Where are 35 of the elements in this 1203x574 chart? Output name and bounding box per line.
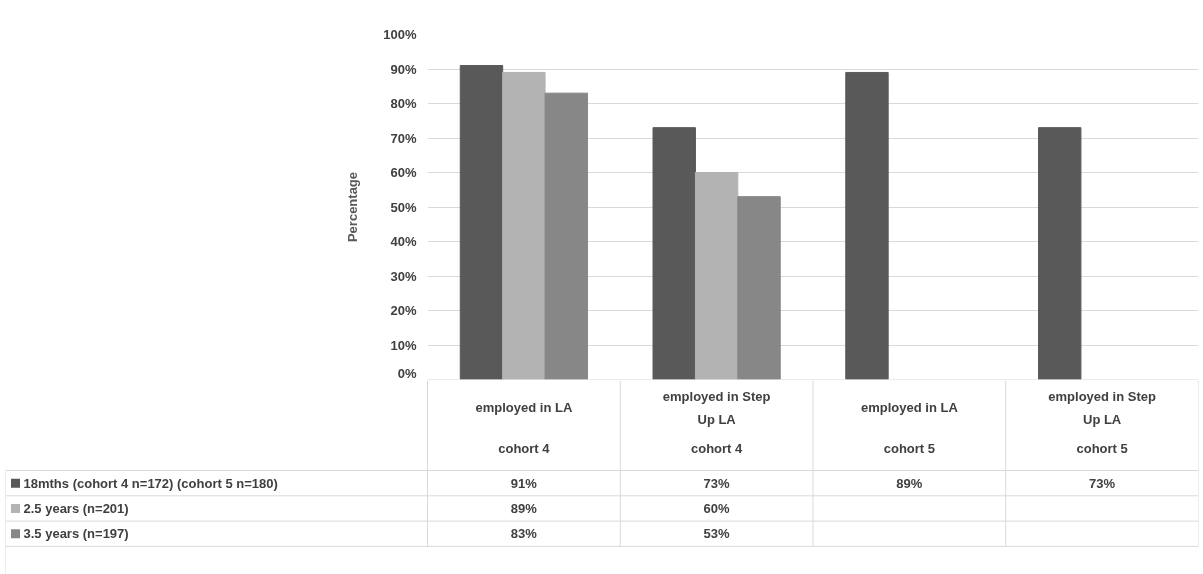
x-tick-label: employed in Step Up LA cohort 4 xyxy=(662,388,771,456)
bar xyxy=(502,71,546,380)
bar xyxy=(459,65,504,380)
data-label: 60% xyxy=(703,500,731,516)
data-label: 73% xyxy=(703,475,731,491)
y-tick-label: 50% xyxy=(390,199,417,215)
data-label: 83% xyxy=(510,526,538,542)
data-label: 73% xyxy=(1089,475,1116,491)
bar xyxy=(737,196,781,380)
y-tick-label: 70% xyxy=(390,130,417,146)
data-label: 91% xyxy=(510,475,538,491)
y-tick-label: 30% xyxy=(390,268,417,284)
legend-label: 3.5 years (n=197) xyxy=(23,526,129,542)
data-label: 89% xyxy=(510,500,538,516)
bar xyxy=(694,172,739,380)
category-label: employed in LA cohort 4 xyxy=(475,400,573,456)
bar xyxy=(544,92,588,380)
legend-label: 18mths (cohort 4 n=172) (cohort 5 n=180) xyxy=(23,475,278,491)
y-tick-label: 40% xyxy=(390,234,417,249)
bar xyxy=(1038,127,1082,380)
y-tick-label: 20% xyxy=(390,303,417,318)
legend-label: 2.5 years (n=201) xyxy=(23,500,129,516)
y-tick-label: 10% xyxy=(390,337,417,353)
y-axis-title: Percentage xyxy=(345,171,361,243)
data-label: 89% xyxy=(896,475,923,491)
x-tick-label: employed in Step Up LA cohort 5 xyxy=(1048,388,1156,456)
bar xyxy=(652,127,696,380)
y-tick-label: 100% xyxy=(383,27,417,42)
bar xyxy=(845,71,889,380)
category-label: employed in LA cohort 5 xyxy=(860,400,958,456)
y-tick-label: 0% xyxy=(397,365,417,381)
data-label: 53% xyxy=(703,526,731,542)
y-tick-label: 90% xyxy=(390,61,417,77)
y-tick-label: 80% xyxy=(390,96,417,111)
y-tick-label: 60% xyxy=(390,165,417,180)
